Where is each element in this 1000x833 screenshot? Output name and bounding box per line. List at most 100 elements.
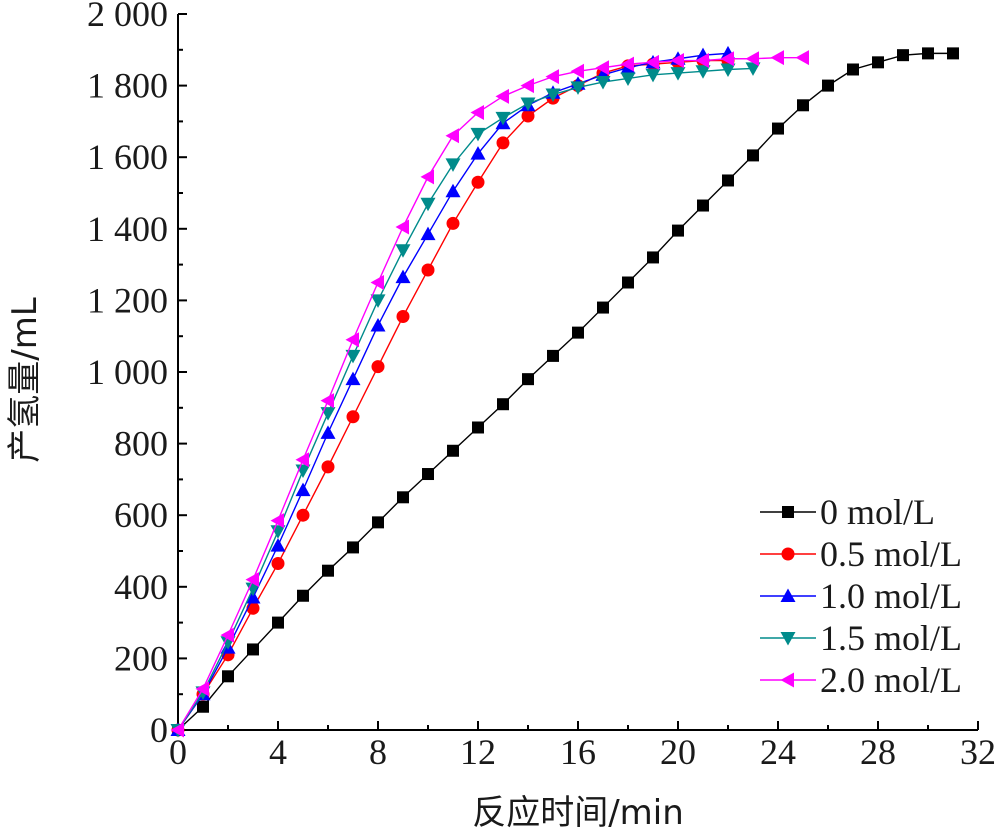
legend-label: 1.0 mol/L bbox=[820, 576, 962, 616]
data-point bbox=[695, 65, 711, 79]
data-point bbox=[370, 317, 386, 332]
data-point bbox=[720, 63, 736, 77]
data-point bbox=[495, 88, 509, 104]
series-line bbox=[177, 52, 729, 731]
data-point bbox=[197, 700, 209, 713]
legend-marker bbox=[782, 506, 794, 518]
data-point bbox=[222, 670, 234, 683]
data-point bbox=[470, 146, 486, 160]
data-point bbox=[470, 104, 484, 120]
data-point bbox=[272, 616, 284, 629]
data-point bbox=[347, 541, 359, 554]
data-point bbox=[497, 398, 509, 411]
data-point bbox=[545, 88, 561, 103]
data-point bbox=[495, 111, 511, 126]
data-point bbox=[822, 79, 834, 92]
data-point bbox=[722, 174, 734, 187]
data-point bbox=[595, 60, 609, 76]
data-point bbox=[572, 326, 584, 339]
x-tick-label: 20 bbox=[660, 732, 696, 772]
x-tick-label: 16 bbox=[560, 732, 596, 772]
data-point bbox=[346, 410, 360, 424]
y-tick-label: 1 200 bbox=[87, 280, 168, 320]
x-tick-label: 8 bbox=[369, 732, 387, 772]
data-point bbox=[445, 183, 461, 198]
y-tick-label: 0 bbox=[150, 710, 168, 750]
data-point bbox=[245, 590, 261, 604]
data-point bbox=[645, 54, 659, 70]
data-point bbox=[245, 582, 261, 597]
y-tick-label: 2 000 bbox=[87, 0, 168, 34]
x-tick-label: 12 bbox=[460, 732, 496, 772]
data-point bbox=[395, 269, 411, 284]
data-point bbox=[372, 516, 384, 529]
data-point bbox=[647, 251, 659, 264]
data-point bbox=[471, 175, 485, 189]
data-point bbox=[496, 136, 510, 150]
y-tick-label: 1 800 bbox=[87, 66, 168, 106]
x-tick-label: 28 bbox=[860, 732, 896, 772]
legend-item: 0.5 mol/L bbox=[760, 534, 962, 574]
data-point bbox=[645, 68, 661, 83]
data-point bbox=[447, 444, 459, 457]
data-point bbox=[620, 56, 634, 72]
data-point bbox=[745, 51, 759, 67]
data-point bbox=[246, 601, 260, 615]
legend-item: 2.0 mol/L bbox=[760, 660, 962, 700]
data-point bbox=[322, 564, 334, 577]
legend-item: 0 mol/L bbox=[760, 492, 935, 532]
legend-item: 1.5 mol/L bbox=[760, 618, 962, 658]
data-point bbox=[622, 276, 634, 289]
data-point bbox=[570, 63, 584, 79]
data-point bbox=[270, 538, 286, 552]
data-point bbox=[321, 460, 335, 474]
legend-label: 1.5 mol/L bbox=[820, 618, 962, 658]
x-tick-label: 4 bbox=[269, 732, 287, 772]
series-layer bbox=[170, 45, 959, 738]
data-point bbox=[747, 149, 759, 162]
legend-marker bbox=[780, 588, 796, 602]
y-axis-title: 产氢量/mL bbox=[5, 297, 45, 463]
data-point bbox=[395, 244, 411, 258]
y-tick-label: 400 bbox=[114, 567, 168, 607]
legend-label: 2.0 mol/L bbox=[820, 660, 962, 700]
data-point bbox=[195, 681, 209, 697]
data-point bbox=[545, 69, 559, 85]
x-tick-label: 24 bbox=[760, 732, 796, 772]
data-point bbox=[270, 513, 284, 529]
data-point bbox=[170, 722, 184, 738]
data-point bbox=[297, 589, 309, 602]
data-point bbox=[697, 199, 709, 212]
data-point bbox=[422, 468, 434, 481]
data-point bbox=[421, 263, 435, 277]
y-tick-label: 1 400 bbox=[87, 209, 168, 249]
data-point bbox=[320, 393, 334, 409]
data-point bbox=[770, 50, 784, 66]
data-point bbox=[245, 572, 259, 588]
series-line bbox=[177, 67, 754, 731]
data-point bbox=[320, 425, 336, 439]
legend-marker bbox=[780, 632, 796, 646]
data-point bbox=[472, 421, 484, 434]
y-tick-label: 200 bbox=[114, 638, 168, 678]
data-point bbox=[420, 226, 436, 241]
series-0 bbox=[172, 47, 959, 736]
data-point bbox=[446, 216, 460, 230]
data-point bbox=[445, 158, 461, 172]
data-point bbox=[595, 76, 611, 90]
data-point bbox=[220, 627, 234, 643]
x-tick-label: 0 bbox=[169, 732, 187, 772]
x-axis-title: 反应时间/min bbox=[472, 793, 684, 833]
data-point bbox=[670, 53, 684, 69]
data-point bbox=[695, 53, 709, 69]
data-point bbox=[547, 349, 559, 362]
data-point bbox=[395, 219, 409, 235]
data-point bbox=[445, 128, 459, 144]
axes: 0 4 8 12 16 20 24 28 32 0 200 400 600 800 1 000 1 200 1 … bbox=[87, 0, 996, 772]
data-point bbox=[795, 50, 809, 66]
data-point bbox=[396, 310, 410, 324]
data-point bbox=[947, 47, 959, 60]
data-point bbox=[520, 78, 534, 94]
data-point bbox=[597, 301, 609, 314]
